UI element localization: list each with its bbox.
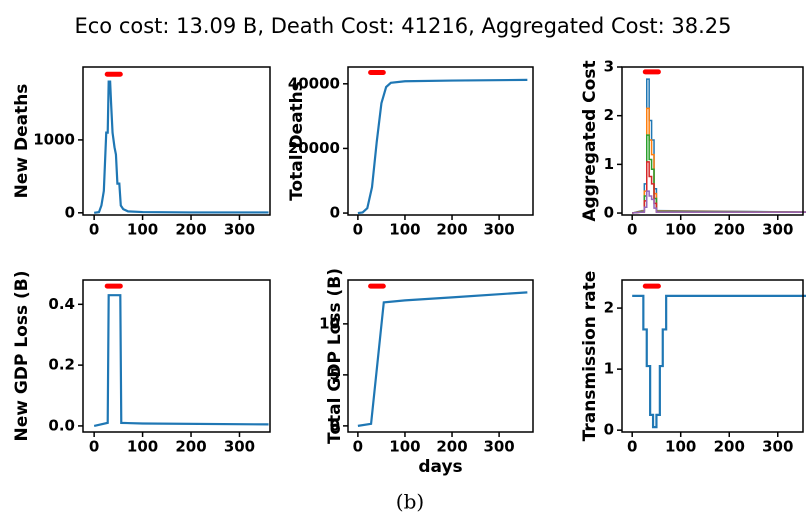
y-axis-label: Total GDP Loss (B) [325,268,345,444]
x-tick-label: 300 [483,438,514,456]
axes-frame [82,279,271,433]
axes-frame [621,66,804,216]
y-tick-label: 3 [604,58,614,76]
x-axis-label: days [418,457,462,477]
y-tick-label: 5 [330,365,340,383]
y-tick-label: 0 [604,421,614,439]
x-tick-label: 300 [762,221,793,239]
y-axis-label: New Deaths [12,84,32,199]
axes-frame [347,66,534,216]
x-tick-label: 300 [224,221,255,239]
x-tick-label: 300 [224,438,255,456]
x-tick-label: 0 [627,221,637,239]
x-tick-label: 0 [353,438,363,456]
x-tick-label: 100 [665,438,696,456]
x-tick-label: 0 [627,438,637,456]
y-axis-label: Total Deaths [287,81,307,201]
y-axis-label: Aggregated Cost [580,60,600,221]
axes-frame [347,279,534,433]
axes-frame [621,279,804,433]
data-line [632,294,806,429]
y-tick-label: 0.2 [48,356,75,374]
y-tick-label: 40000 [288,74,340,92]
data-line [632,78,806,214]
x-tick-label: 300 [483,221,514,239]
x-tick-label: 100 [127,221,158,239]
data-line [632,107,806,214]
y-axis-label: New GDP Loss (B) [12,271,32,442]
x-tick-label: 100 [389,221,420,239]
data-line [632,134,806,214]
y-tick-label: 0 [604,204,614,222]
y-tick-label: 0.0 [48,416,75,434]
x-tick-label: 200 [175,438,206,456]
subplot: 0 100 200 300 0.0 0.2 0.4 New GDP Loss (B) [12,271,271,456]
x-tick-label: 0 [353,221,363,239]
x-tick-label: 200 [175,221,206,239]
data-line [357,78,528,215]
y-tick-label: 2 [604,299,614,317]
data-line [632,190,806,214]
y-tick-label: 20000 [288,139,340,157]
y-tick-label: 1 [604,360,614,378]
axes-frame [82,66,271,216]
caption: (b) [396,490,424,514]
y-axis-label: Transmission rate [580,271,600,442]
data-line [357,291,528,427]
data-line [632,161,806,214]
x-tick-label: 200 [436,221,467,239]
x-tick-label: 0 [89,221,99,239]
x-tick-label: 100 [127,438,158,456]
x-tick-label: 300 [762,438,793,456]
y-tick-label: 1000 [33,130,75,148]
y-tick-label: 0 [330,204,340,222]
y-tick-label: 0.4 [48,295,75,313]
y-tick-label: 1 [604,155,614,173]
x-tick-label: 100 [389,438,420,456]
y-tick-label: 0 [65,203,75,221]
x-tick-label: 100 [665,221,696,239]
x-tick-label: 0 [89,438,99,456]
y-tick-label: 2 [604,106,614,124]
y-tick-label: 0 [330,416,340,434]
data-line [93,80,269,214]
y-tick-label: 10 [319,314,340,332]
x-tick-label: 200 [436,438,467,456]
x-tick-label: 200 [714,438,745,456]
figure-title: Eco cost: 13.09 B, Death Cost: 41216, Ag… [74,14,731,38]
data-line [93,294,269,427]
x-tick-label: 200 [714,221,745,239]
